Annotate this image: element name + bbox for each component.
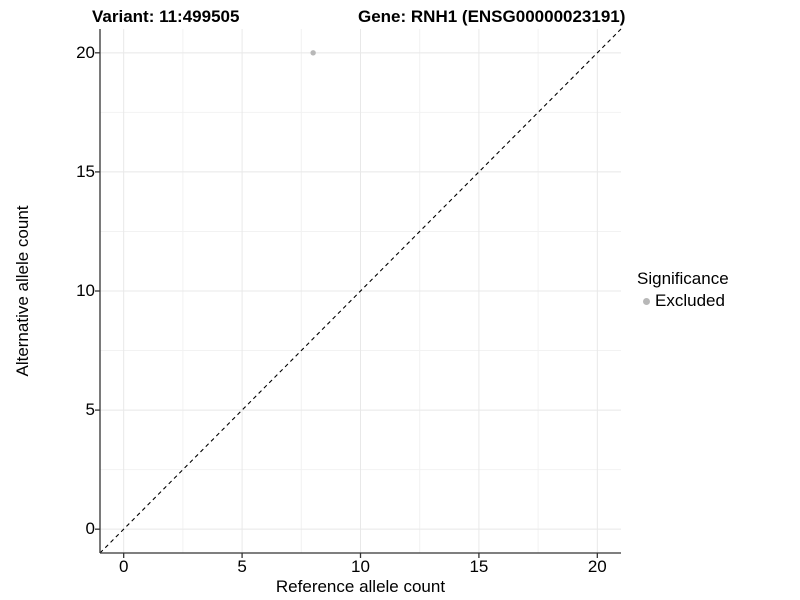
y-axis-title: Alternative allele count bbox=[13, 205, 32, 377]
legend-item-label: Excluded bbox=[655, 291, 725, 310]
y-tick-label: 20 bbox=[76, 42, 95, 62]
y-tick-label: 10 bbox=[76, 281, 95, 300]
x-tick-label: 20 bbox=[587, 557, 607, 576]
legend: Significance Excluded bbox=[637, 268, 729, 312]
plot-title-variant: Variant: 11:499505 bbox=[92, 7, 240, 26]
x-axis-title: Reference allele count bbox=[275, 577, 446, 596]
legend-point-icon bbox=[642, 297, 650, 305]
x-tick-label: 15 bbox=[469, 557, 489, 576]
y-tick-label: 0 bbox=[85, 519, 95, 539]
identity-line bbox=[99, 28, 622, 554]
legend-key bbox=[637, 292, 655, 310]
plot-title-gene: Gene: RNH1 (ENSG00000023191) bbox=[358, 7, 626, 26]
legend-title: Significance bbox=[637, 269, 729, 288]
x-tick-label: 0 bbox=[118, 557, 129, 576]
x-tick-label: 10 bbox=[351, 557, 370, 576]
y-tick-label: 15 bbox=[76, 161, 95, 181]
x-tick-label: 5 bbox=[237, 557, 247, 576]
legend-items: Excluded bbox=[637, 290, 729, 312]
y-tick-label: 5 bbox=[85, 400, 95, 420]
data-point bbox=[310, 50, 316, 56]
legend-item: Excluded bbox=[637, 290, 729, 312]
